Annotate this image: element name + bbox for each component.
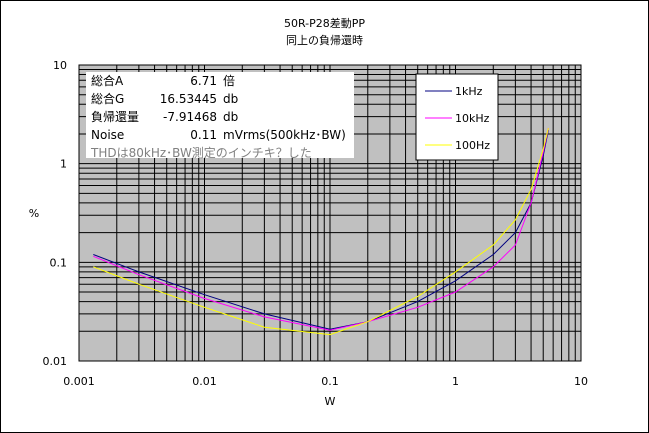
- annotation-value: 0.11: [190, 128, 217, 142]
- series-lines: [93, 127, 549, 336]
- x-tick-labels: 0.001 0.01 0.1 1 10: [63, 375, 588, 388]
- annotation-unit: db: [223, 92, 238, 106]
- x-tick-label: 10: [574, 375, 588, 388]
- legend-label: 100Hz: [455, 139, 490, 152]
- y-tick-label: 10: [53, 59, 67, 72]
- x-tick-label: 0.1: [321, 375, 339, 388]
- annotation-value: -7.91468: [163, 110, 217, 124]
- plot-border: [78, 64, 582, 362]
- annotation-note: THDは80kHz･BW測定のインチキ？した: [90, 145, 312, 160]
- y-tick-labels: 0.01 0.1 1 10: [43, 59, 68, 368]
- annotation-unit: db: [223, 110, 238, 124]
- annotation-value: 16.53445: [160, 92, 217, 106]
- annotation-label: 総合A: [91, 73, 124, 88]
- annotation-unit: mVrms(500kHz･BW): [223, 128, 346, 142]
- y-tick-label: 1: [60, 158, 67, 171]
- annotation-box: [86, 72, 354, 158]
- annotation-label: Noise: [91, 128, 124, 142]
- annotation-unit: 倍: [223, 73, 235, 88]
- annotation-value: 6.71: [190, 74, 217, 88]
- x-tick-label: 1: [452, 375, 459, 388]
- legend-box: [415, 73, 499, 161]
- series-line-100Hz: [93, 127, 549, 336]
- x-tick-label: 0.001: [63, 375, 95, 388]
- chart-title: 50R-P28差動PP: [283, 17, 366, 30]
- legend-label: 1kHz: [455, 85, 483, 98]
- x-tick-label: 0.01: [192, 375, 217, 388]
- x-axis-label: W: [325, 395, 336, 408]
- legend-label: 10kHz: [455, 112, 490, 125]
- annotation-label: 総合G: [91, 91, 124, 106]
- y-tick-label: 0.01: [43, 355, 68, 368]
- series-line-10kHz: [93, 127, 549, 331]
- legend: 1kHz 10kHz 100Hz: [425, 85, 490, 152]
- y-tick-label: 0.1: [50, 256, 68, 269]
- y-axis-label: %: [29, 207, 39, 220]
- annotation-label: 負帰還量: [91, 110, 139, 124]
- chart-subtitle: 同上の負帰還時: [286, 34, 363, 47]
